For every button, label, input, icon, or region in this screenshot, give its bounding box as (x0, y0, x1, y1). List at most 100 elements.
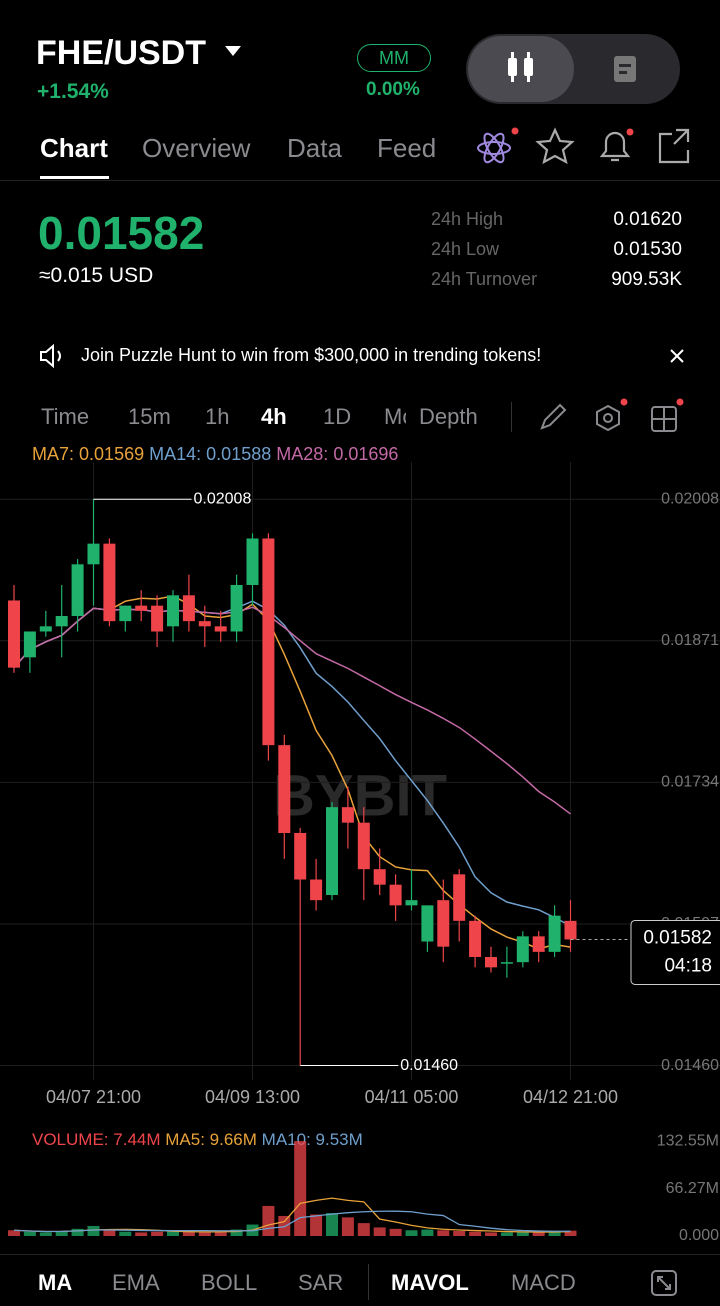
volume-bar (39, 1232, 52, 1236)
candle-body (182, 595, 195, 622)
candle-body (532, 936, 545, 952)
candle-body (135, 605, 148, 611)
high-label: 0.02008 (194, 490, 252, 507)
stat-label: 24h High (431, 209, 504, 229)
timeframe[interactable]: 4h (261, 404, 287, 429)
change: +1.54% (37, 80, 109, 103)
tab[interactable]: Chart (40, 133, 108, 163)
indicator[interactable]: MA (38, 1270, 73, 1295)
volume-bar (469, 1231, 482, 1236)
divider (368, 1264, 369, 1300)
timeframe[interactable]: Depth (419, 404, 478, 429)
ma-legend: MA7: 0.01569 MA14: 0.01588 MA28: 0.01696 (32, 444, 398, 465)
candle-body (151, 605, 164, 632)
watermark: BYBIT (273, 763, 447, 828)
volume-bar (87, 1225, 100, 1236)
candle-view[interactable] (468, 36, 574, 102)
candle-body (87, 543, 100, 565)
vol-ma5: MA5: 9.66M (165, 1130, 257, 1149)
indicator[interactable]: BOLL (201, 1270, 258, 1295)
candle-body (373, 869, 386, 885)
x-tick-label: 04/07 21:00 (46, 1087, 141, 1107)
vol-label: VOLUME: (32, 1130, 109, 1149)
candle-body (469, 920, 482, 958)
indicator[interactable]: MAVOL (391, 1270, 469, 1295)
volume-bar (119, 1231, 132, 1236)
candle-body (357, 822, 370, 870)
stat-label: 24h Low (431, 239, 500, 259)
vol-label: MA5: (165, 1130, 205, 1149)
indicator[interactable]: MACD (511, 1270, 576, 1295)
timeframe[interactable]: 1D (323, 404, 352, 429)
candle-body (405, 900, 418, 906)
y-tick-label: 0.02008 (661, 490, 719, 507)
timeframe[interactable]: 1h (205, 404, 230, 429)
pair[interactable]: FHE/USDT (36, 34, 206, 72)
draw-tools[interactable] (536, 398, 686, 438)
tab[interactable]: Data (287, 133, 342, 163)
price-tag-value: 0.01582 (643, 927, 712, 948)
candle-body (198, 621, 211, 627)
volume-bar (421, 1229, 434, 1236)
ma7: MA7: 0.01569 (32, 444, 144, 464)
candle-body (453, 874, 466, 921)
volume-bar (373, 1227, 386, 1236)
stat-value: 0.01530 (613, 239, 682, 260)
volume-bar (516, 1231, 529, 1236)
speaker-icon (40, 344, 61, 368)
volume-bar (23, 1231, 36, 1236)
y-tick-label: 0.01460 (661, 1057, 719, 1074)
candle-body (230, 584, 243, 632)
candle-body (103, 543, 116, 622)
volume-bar (548, 1230, 561, 1236)
low-label: 0.01460 (400, 1057, 458, 1074)
tab[interactable]: Feed (377, 133, 437, 163)
volume-bar (71, 1228, 84, 1236)
volume-bar (357, 1223, 370, 1236)
candle-body (119, 605, 132, 622)
volume-bar (262, 1205, 275, 1236)
timeframe[interactable]: 15m (128, 404, 171, 429)
banner[interactable]: Join Puzzle Hunt to win from $300,000 in… (81, 345, 542, 365)
tab-underline (40, 176, 109, 179)
volume-bar (405, 1230, 418, 1236)
volume-bar (167, 1230, 179, 1236)
candle-body (214, 626, 227, 632)
candle-body (421, 905, 434, 942)
candle-body (564, 920, 577, 940)
list-view[interactable] (612, 54, 642, 84)
divider (0, 180, 720, 181)
usd-price: ≈0.015 USD (39, 264, 154, 287)
ma-value: 0.01569 (79, 444, 145, 464)
toolbar-icons[interactable] (470, 124, 700, 170)
stat-label: 24h Turnover (431, 269, 538, 289)
mm-badge[interactable]: MM (357, 44, 431, 72)
candle-body (246, 538, 259, 585)
candle-body (437, 900, 450, 947)
volume-bar (341, 1217, 354, 1236)
dropdown[interactable] (224, 44, 242, 58)
ma-value: 0.01696 (333, 444, 399, 464)
ma-label: MA14: (149, 444, 202, 464)
price-tag (630, 919, 720, 985)
indicator[interactable]: EMA (112, 1270, 160, 1295)
candle-body (71, 564, 84, 616)
expand[interactable] (651, 1270, 677, 1296)
tab[interactable]: Overview (142, 133, 251, 163)
ma28: MA28: 0.01696 (276, 444, 398, 464)
volume-bar (326, 1213, 338, 1236)
candle-body (39, 626, 52, 632)
vol-value: 7.44M (113, 1130, 161, 1149)
indicator[interactable]: SAR (298, 1270, 344, 1295)
last-price: 0.01582 (38, 207, 205, 259)
vol-tick-label: 132.55M (657, 1132, 719, 1149)
close-banner[interactable] (669, 348, 685, 364)
volume-bar (500, 1232, 513, 1236)
timeframe[interactable]: More (384, 404, 406, 429)
candle-body (516, 936, 529, 963)
timeframe[interactable]: Time (41, 404, 90, 429)
ma-label: MA7: (32, 444, 75, 464)
candle-body (389, 884, 402, 906)
candle-body (167, 595, 179, 627)
